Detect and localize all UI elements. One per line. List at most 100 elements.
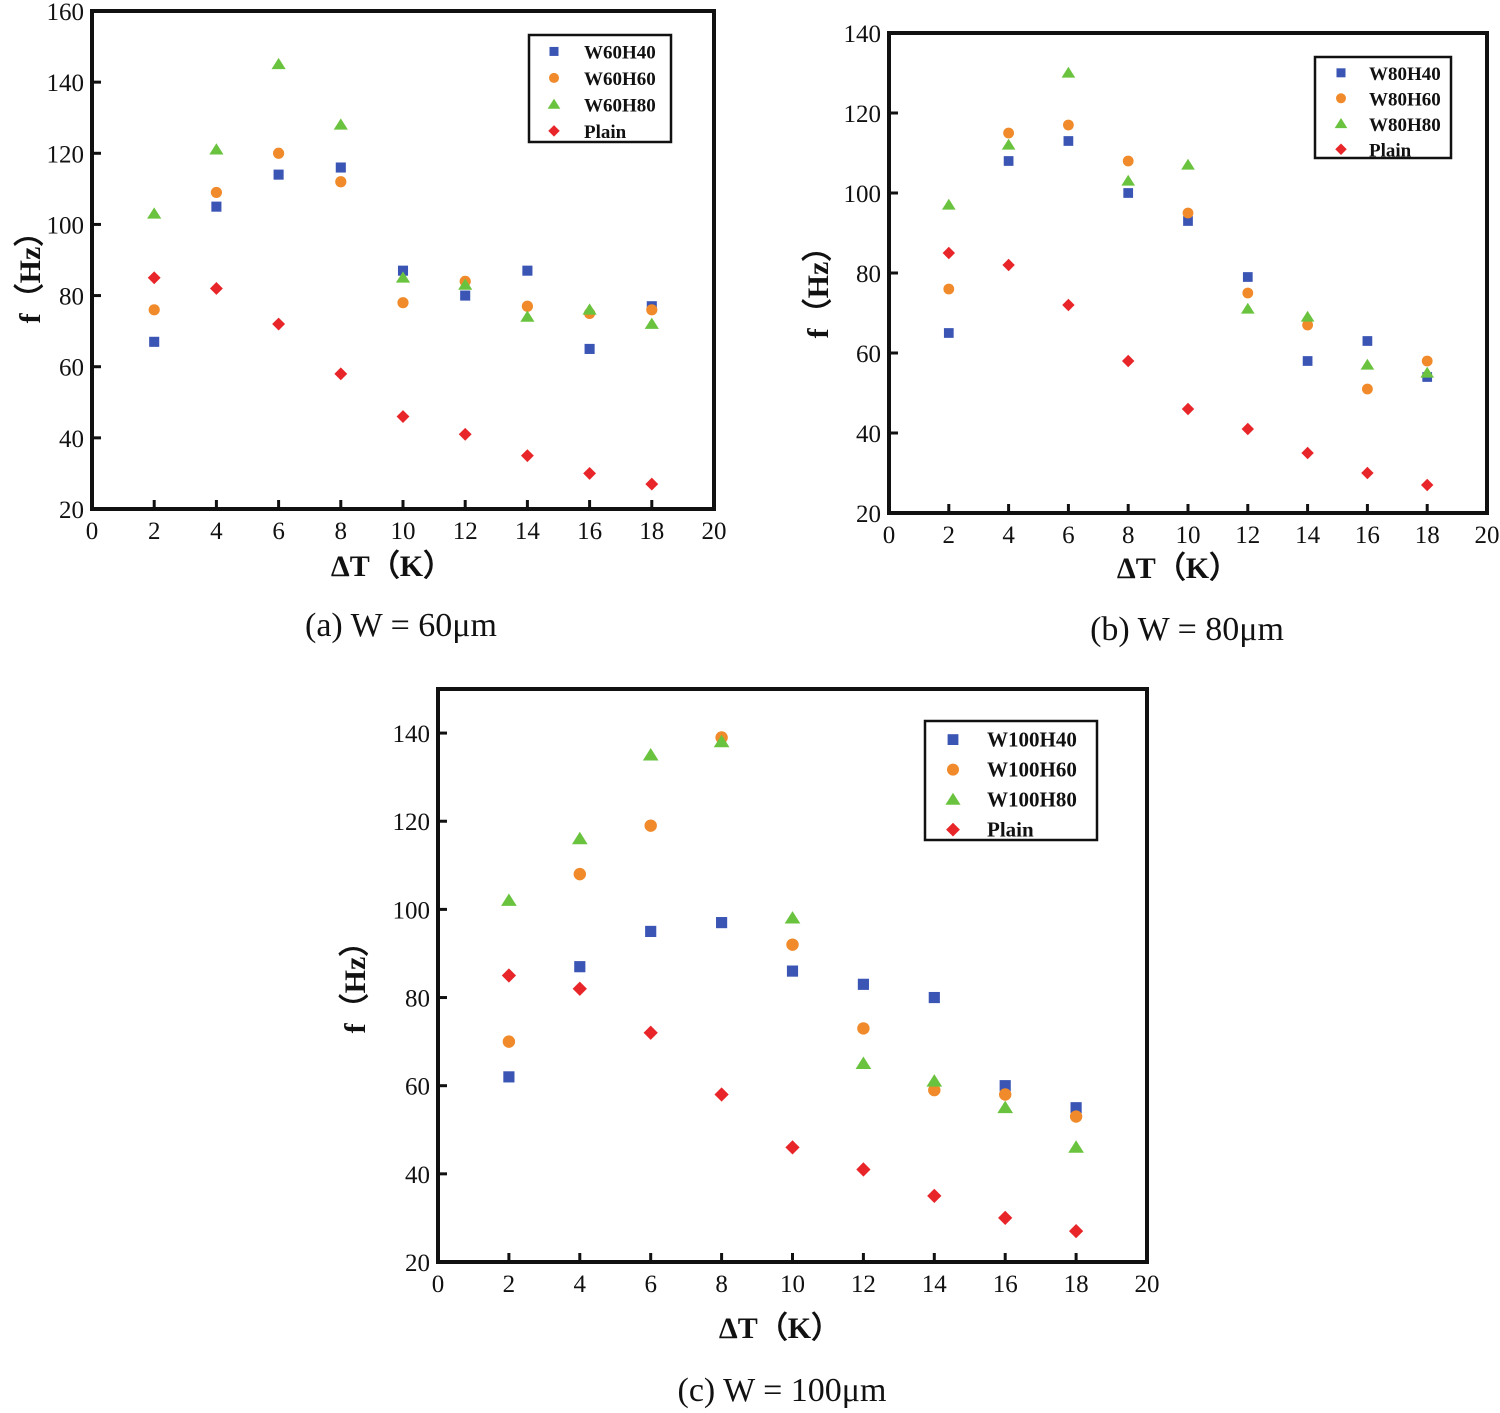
square-marker [716, 917, 728, 929]
circle-marker [857, 1022, 870, 1035]
diamond-marker [645, 477, 659, 491]
y-tick-label: 20 [856, 501, 881, 528]
triangle-marker [395, 271, 411, 283]
diamond-marker [1181, 402, 1195, 416]
circle-marker [148, 304, 160, 316]
y-ticks: 20 40 60 80 100 120 140 160 [47, 0, 101, 524]
triangle-marker [1061, 66, 1076, 78]
triangle-marker [1068, 1140, 1084, 1153]
y-tick-label: 40 [856, 421, 881, 448]
diamond-marker [1420, 478, 1434, 492]
diamond-marker [396, 410, 410, 423]
diamond-marker [1002, 258, 1015, 272]
circle-marker [786, 938, 799, 951]
diamond-marker [1301, 446, 1314, 460]
circle-marker [573, 867, 586, 881]
x-tick-label: 2 [503, 1271, 516, 1298]
diamond-marker [643, 1025, 658, 1040]
square-marker [645, 925, 657, 938]
circle-marker [210, 186, 222, 199]
data-points [941, 66, 1435, 492]
x-tick-label: 2 [148, 518, 161, 545]
y-axis-label: f（Hz） [801, 232, 835, 339]
y-ticks: 20 40 60 80 100 120 140 [393, 721, 447, 1277]
triangle-marker [644, 317, 659, 329]
circle-marker [1242, 287, 1254, 299]
legend-label: Plain [584, 122, 627, 143]
triangle-marker [997, 1100, 1014, 1114]
triangle-marker [1181, 158, 1195, 170]
square-marker [857, 978, 869, 990]
triangle-marker [520, 310, 535, 322]
x-tick-label: 6 [644, 1271, 657, 1298]
triangle-marker [1420, 366, 1435, 378]
x-tick-label: 20 [702, 518, 727, 545]
triangle-marker [642, 747, 659, 761]
square-marker [503, 1071, 515, 1083]
y-tick-label: 100 [47, 212, 85, 239]
x-ticks: 0 2 4 6 8 10 12 14 16 18 20 [432, 1253, 1160, 1298]
square-marker [1003, 156, 1014, 166]
x-tick-label: 14 [1295, 522, 1321, 549]
square-marker [1362, 336, 1373, 346]
circle-marker [1069, 1110, 1083, 1123]
legend-triangle-marker [1334, 118, 1348, 129]
legend-square-marker [549, 46, 559, 56]
diamond-marker [856, 1162, 871, 1177]
square-marker [1063, 136, 1074, 146]
x-tick-label: 14 [922, 1271, 948, 1298]
x-axis-label: ΔT（K） [1117, 551, 1239, 585]
legend-label: W60H40 [584, 42, 656, 63]
circle-marker [1122, 155, 1134, 167]
triangle-marker [1001, 138, 1016, 150]
circle-marker [928, 1083, 941, 1097]
y-tick-label: 20 [59, 497, 84, 524]
x-tick-label: 0 [883, 522, 896, 549]
x-tick-label: 10 [780, 1271, 805, 1298]
legend-label: W100H60 [987, 758, 1077, 782]
y-ticks: 20 40 60 80 100 120 140 [844, 21, 898, 528]
legend-triangle-marker [547, 98, 561, 109]
diamond-marker [147, 271, 161, 285]
x-tick-label: 12 [851, 1271, 876, 1298]
y-tick-label: 40 [405, 1162, 430, 1189]
triangle-marker [713, 734, 730, 748]
x-tick-label: 18 [1064, 1271, 1089, 1298]
legend-diamond-marker [548, 125, 560, 137]
legend-label: W80H80 [1369, 115, 1441, 136]
data-points [147, 57, 659, 491]
x-tick-label: 4 [210, 518, 223, 545]
square-marker [397, 265, 409, 276]
diamond-marker [501, 968, 517, 983]
x-tick-label: 20 [1135, 1271, 1160, 1298]
triangle-marker [941, 198, 956, 210]
x-ticks: 0 2 4 6 8 10 12 14 16 18 20 [86, 500, 727, 545]
panel-a: 0 2 4 6 8 10 12 14 16 18 20 20 40 60 80 100 120 140 160 Δ… [13, 0, 727, 644]
legend-square-marker [947, 734, 959, 745]
diamond-marker [1241, 422, 1255, 436]
legend-diamond-marker [946, 822, 960, 837]
circle-marker [1421, 355, 1433, 367]
diamond-marker [334, 367, 348, 381]
triangle-marker [271, 57, 286, 70]
square-marker [460, 290, 471, 301]
triangle-marker [855, 1056, 872, 1070]
circle-marker [943, 283, 955, 295]
legend-label: W100H40 [987, 728, 1077, 752]
diamond-marker [209, 282, 223, 295]
x-tick-label: 0 [432, 1271, 445, 1298]
square-marker [522, 265, 533, 276]
square-marker [149, 336, 160, 347]
square-marker [273, 169, 284, 180]
panel-b: 0 2 4 6 8 10 12 14 16 18 20 20 40 60 80 100 120 140 ΔT（K… [801, 21, 1500, 648]
legend-label: W60H80 [584, 95, 656, 116]
x-tick-label: 6 [1062, 522, 1075, 549]
legend-circle-marker [947, 763, 959, 776]
panel-caption: (c) W = 100μm [678, 1372, 887, 1409]
circle-marker [502, 1035, 516, 1048]
panel-caption: (a) W = 60μm [305, 607, 497, 644]
circle-marker [1302, 319, 1313, 331]
square-marker [999, 1080, 1011, 1092]
x-tick-label: 14 [515, 518, 541, 545]
